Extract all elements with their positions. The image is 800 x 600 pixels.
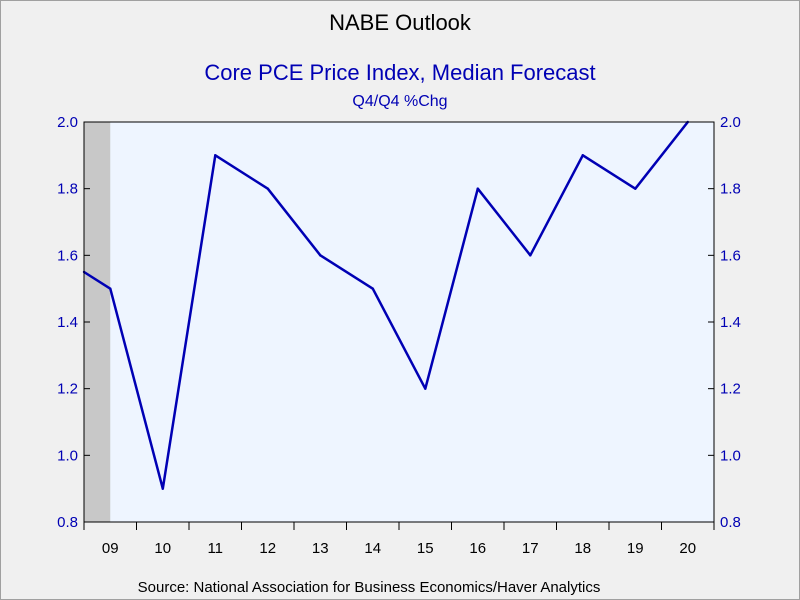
y-tick-label-right: 1.2 xyxy=(720,381,741,398)
plot-border xyxy=(83,121,715,523)
x-tick-label: 11 xyxy=(207,540,223,557)
y-tick-label-left: 2.0 xyxy=(57,114,78,131)
y-tick-label-right: 2.0 xyxy=(720,114,741,131)
x-tick-label: 12 xyxy=(259,540,276,557)
data-point xyxy=(319,254,322,257)
x-tick-label: 09 xyxy=(102,540,119,557)
data-point xyxy=(634,187,637,190)
y-tick-label-left: 1.4 xyxy=(57,314,78,331)
x-tick-label: 19 xyxy=(627,540,644,557)
y-tick-label-right: 0.8 xyxy=(720,514,741,531)
source-note: Source: National Association for Busines… xyxy=(138,579,601,596)
data-points xyxy=(82,120,689,490)
x-tick-label: 15 xyxy=(417,540,434,557)
y-tick-label-right: 1.4 xyxy=(720,314,741,331)
data-point xyxy=(476,187,479,190)
y-tick-label-left: 0.8 xyxy=(57,514,78,531)
data-point xyxy=(581,154,584,157)
data-point xyxy=(371,287,374,290)
x-tick-label: 18 xyxy=(574,540,591,557)
y-tick-label-left: 1.2 xyxy=(57,381,78,398)
data-point xyxy=(266,187,269,190)
y-tick-label-right: 1.8 xyxy=(720,181,741,198)
data-point xyxy=(424,387,427,390)
y-axis-left: 0.8 1.0 1.2 1.4 1.6 1.8 2.0 xyxy=(57,114,78,531)
x-tick-label: 16 xyxy=(469,540,486,557)
y-tick-label-right: 1.0 xyxy=(720,447,741,464)
plot-area xyxy=(84,122,714,522)
x-tick-label: 13 xyxy=(312,540,329,557)
unit-label: Q4/Q4 %Chg xyxy=(352,93,447,110)
data-point xyxy=(214,154,217,157)
y-tick-label-left: 1.6 xyxy=(57,247,78,264)
x-axis: 09 10 11 12 13 14 15 16 17 18 19 20 xyxy=(102,540,696,557)
data-point xyxy=(529,254,532,257)
x-tick-label: 14 xyxy=(364,540,381,557)
data-point xyxy=(109,287,112,290)
x-tick-label: 10 xyxy=(154,540,171,557)
y-tick-label-right: 1.6 xyxy=(720,247,741,264)
y-axis-right: 0.8 1.0 1.2 1.4 1.6 1.8 2.0 xyxy=(720,114,741,531)
chart-subtitle: Core PCE Price Index, Median Forecast xyxy=(204,60,595,85)
chart-title: NABE Outlook xyxy=(329,10,472,35)
y-tick-label-left: 1.8 xyxy=(57,181,78,198)
y-tick-label-left: 1.0 xyxy=(57,447,78,464)
x-tick-label: 17 xyxy=(522,540,539,557)
data-point xyxy=(161,487,164,490)
x-tick-label: 20 xyxy=(679,540,696,557)
